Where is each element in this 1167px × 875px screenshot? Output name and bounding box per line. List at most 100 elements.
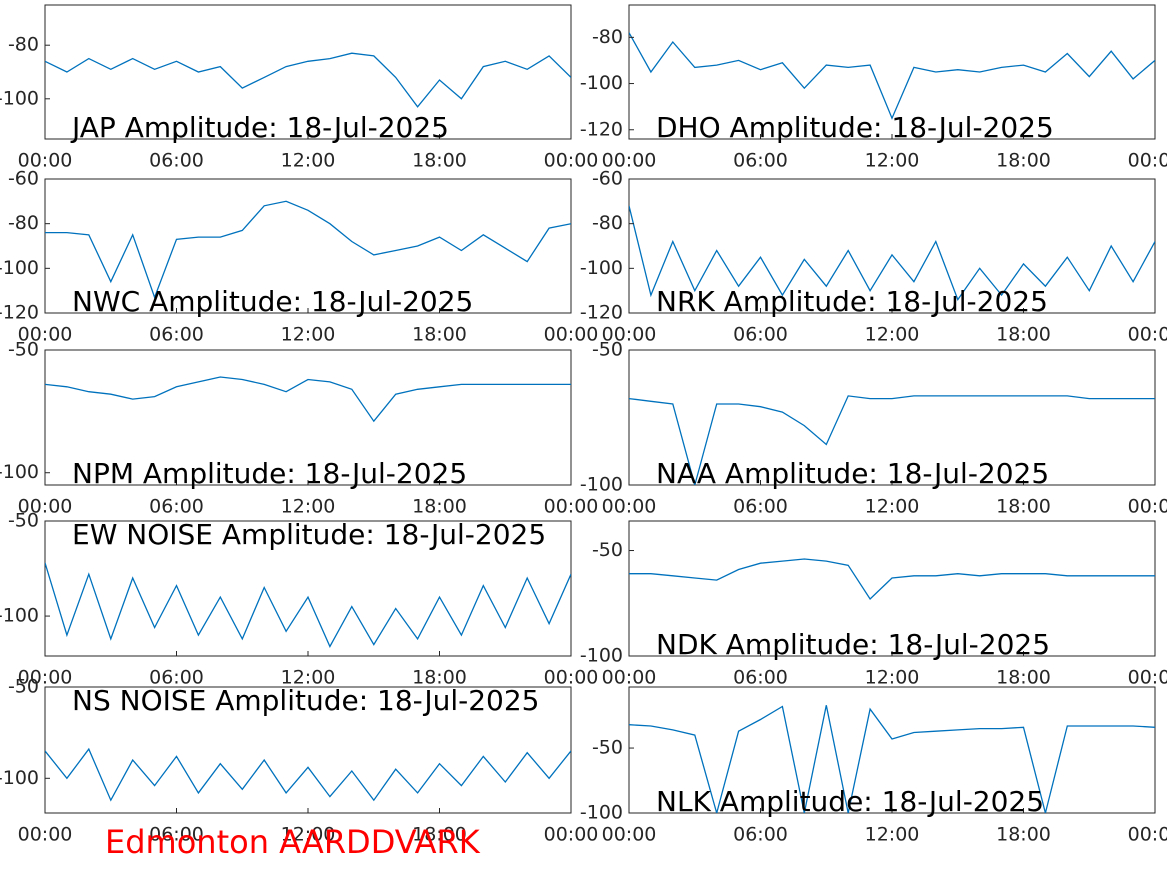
y-tick-label: -80 xyxy=(8,34,39,56)
panel-title: JAP Amplitude: 18-Jul-2025 xyxy=(70,111,449,144)
x-tick-label: 06:00 xyxy=(149,324,204,346)
plot-area xyxy=(628,349,1156,486)
x-tick-label: 00:00 xyxy=(544,150,599,172)
y-tick-label: -50 xyxy=(592,339,623,361)
x-tick-label: 00:00 xyxy=(602,150,657,172)
x-tick-label: 18:00 xyxy=(412,824,467,846)
x-tick-label: 18:00 xyxy=(412,667,467,689)
data-line xyxy=(45,200,571,300)
y-tick-label: -80 xyxy=(592,26,623,48)
plot-area xyxy=(628,520,1156,657)
plot-area xyxy=(44,520,572,657)
plot-area xyxy=(628,686,1156,814)
panel-title: NPM Amplitude: 18-Jul-2025 xyxy=(72,457,467,490)
x-tick-label: 00:00 xyxy=(1128,324,1167,346)
y-tick-label: -100 xyxy=(0,87,39,109)
x-tick-label: 00:00 xyxy=(602,667,657,689)
x-tick-label: 12:00 xyxy=(865,824,920,846)
x-tick-label: 18:00 xyxy=(996,324,1051,346)
x-tick-label: 06:00 xyxy=(149,496,204,518)
x-tick-label: 12:00 xyxy=(865,324,920,346)
data-line xyxy=(45,376,571,423)
y-tick-label: -50 xyxy=(592,737,623,759)
panel-title: NAA Amplitude: 18-Jul-2025 xyxy=(656,457,1049,490)
x-tick-label: 00:00 xyxy=(602,824,657,846)
y-tick-label: -100 xyxy=(0,767,39,789)
y-tick-label: -50 xyxy=(8,339,39,361)
x-tick-label: 12:00 xyxy=(281,496,336,518)
x-tick-label: 18:00 xyxy=(412,496,467,518)
plot-area xyxy=(44,349,572,486)
x-tick-label: 00:00 xyxy=(1128,150,1167,172)
x-tick-label: 00:00 xyxy=(18,667,73,689)
data-line xyxy=(45,562,571,648)
x-tick-label: 00:00 xyxy=(544,667,599,689)
panel: -100 -80 00:00 06:00 12:00 18:00 00:00 JAP Ampl… xyxy=(0,4,599,172)
x-tick-label: 12:00 xyxy=(865,496,920,518)
series-group xyxy=(629,395,1155,485)
plot-area xyxy=(44,178,572,314)
x-tick-label: 00:00 xyxy=(18,824,73,846)
series-group xyxy=(45,200,571,300)
data-line xyxy=(629,395,1155,485)
y-tick-label: -80 xyxy=(592,212,623,234)
series-group xyxy=(629,558,1155,601)
data-line xyxy=(45,52,571,108)
y-tick-label: -120 xyxy=(580,302,623,324)
y-tick-label: -60 xyxy=(8,168,39,190)
panel-title: NWC Amplitude: 18-Jul-2025 xyxy=(72,285,473,318)
series-group xyxy=(45,562,571,648)
data-line xyxy=(45,747,571,802)
series-group xyxy=(629,32,1155,120)
x-tick-label: 00:00 xyxy=(18,150,73,172)
panel: -100 -50 00:00 06:00 12:00 18:00 00:00 NDK Ampl… xyxy=(580,520,1167,689)
plot-area xyxy=(628,178,1156,314)
x-tick-label: 00:00 xyxy=(1128,496,1167,518)
panel-title: NDK Amplitude: 18-Jul-2025 xyxy=(656,628,1050,661)
x-tick-label: 18:00 xyxy=(996,150,1051,172)
panel: -120 -100 -80 -60 00:00 06:00 12:00 18:00 00:00 N… xyxy=(580,168,1167,346)
panel: -120 -100 -80 00:00 06:00 12:00 18:00 00:00 DHO … xyxy=(580,4,1167,172)
y-tick-label: -50 xyxy=(8,676,39,698)
x-tick-label: 18:00 xyxy=(412,150,467,172)
x-tick-label: 00:00 xyxy=(1128,824,1167,846)
x-tick-label: 06:00 xyxy=(733,824,788,846)
x-tick-label: 18:00 xyxy=(412,324,467,346)
series-group xyxy=(629,205,1155,301)
x-tick-label: 06:00 xyxy=(149,824,204,846)
series-group xyxy=(45,52,571,108)
panel: -120 -100 -80 -60 00:00 06:00 12:00 18:00 00:00 N… xyxy=(0,168,598,346)
y-tick-label: -100 xyxy=(580,257,623,279)
data-line xyxy=(629,205,1155,301)
x-tick-label: 12:00 xyxy=(865,667,920,689)
x-tick-label: 00:00 xyxy=(544,824,599,846)
x-tick-label: 00:00 xyxy=(18,496,73,518)
y-tick-label: -80 xyxy=(8,212,39,234)
x-tick-label: 00:00 xyxy=(602,496,657,518)
x-tick-label: 18:00 xyxy=(996,667,1051,689)
y-tick-label: -100 xyxy=(0,257,39,279)
data-line xyxy=(629,32,1155,120)
plot-area xyxy=(44,686,572,814)
x-tick-label: 00:00 xyxy=(18,324,73,346)
x-tick-label: 06:00 xyxy=(733,496,788,518)
x-tick-label: 00:00 xyxy=(544,324,599,346)
x-tick-label: 18:00 xyxy=(996,496,1051,518)
y-tick-label: -50 xyxy=(8,510,39,532)
series-group xyxy=(45,747,571,802)
panel-title: NRK Amplitude: 18-Jul-2025 xyxy=(656,285,1048,318)
y-tick-label: -100 xyxy=(580,645,623,667)
x-tick-label: 12:00 xyxy=(865,150,920,172)
data-line xyxy=(629,558,1155,601)
series-group xyxy=(629,705,1155,813)
y-tick-label: -100 xyxy=(580,72,623,94)
x-tick-label: 06:00 xyxy=(733,667,788,689)
x-tick-label: 06:00 xyxy=(149,667,204,689)
footer-label: Edmonton AARDDVARK xyxy=(105,823,481,861)
series-group xyxy=(45,376,571,423)
x-tick-label: 12:00 xyxy=(281,324,336,346)
y-tick-label: -60 xyxy=(592,168,623,190)
plot-area xyxy=(44,4,572,140)
x-tick-label: 12:00 xyxy=(281,824,336,846)
